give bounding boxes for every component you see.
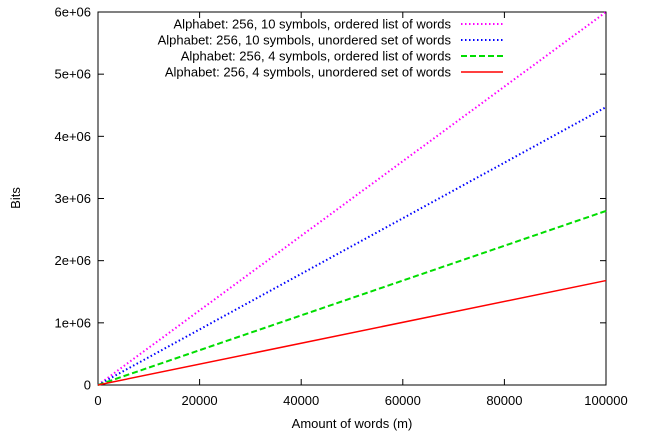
legend-label-3: Alphabet: 256, 4 symbols, ordered list o… <box>181 49 452 64</box>
x-tick-label: 20000 <box>182 393 218 408</box>
legend-label-1: Alphabet: 256, 10 symbols, ordered list … <box>174 17 452 32</box>
y-tick-label: 2e+06 <box>54 253 91 268</box>
x-tick-label: 0 <box>94 393 101 408</box>
legend-label-2: Alphabet: 256, 10 symbols, unordered set… <box>158 33 452 48</box>
y-axis-label: Bits <box>8 187 23 209</box>
legend-label-4: Alphabet: 256, 4 symbols, unordered set … <box>165 65 452 80</box>
x-tick-label: 40000 <box>283 393 319 408</box>
y-tick-label: 4e+06 <box>54 129 91 144</box>
legend: Alphabet: 256, 10 symbols, ordered list … <box>158 17 503 80</box>
y-tick-label: 1e+06 <box>54 315 91 330</box>
y-axis: 0 1e+06 2e+06 3e+06 4e+06 5e+06 6e+06 <box>54 5 606 393</box>
x-tick-label: 60000 <box>385 393 421 408</box>
y-tick-label: 3e+06 <box>54 191 91 206</box>
series-line-4 <box>97 279 607 386</box>
series-lines <box>97 11 607 386</box>
series-line-1 <box>97 11 607 386</box>
x-axis: 0 20000 40000 60000 80000 100000 <box>94 12 628 408</box>
series-line-3 <box>97 209 607 386</box>
y-tick-label: 5e+06 <box>54 67 91 82</box>
y-tick-label: 6e+06 <box>54 5 91 20</box>
y-tick-label: 0 <box>84 378 91 393</box>
x-tick-label: 100000 <box>584 393 627 408</box>
series-line-2 <box>97 106 607 386</box>
x-axis-label: Amount of words (m) <box>292 416 413 431</box>
x-tick-label: 80000 <box>486 393 522 408</box>
